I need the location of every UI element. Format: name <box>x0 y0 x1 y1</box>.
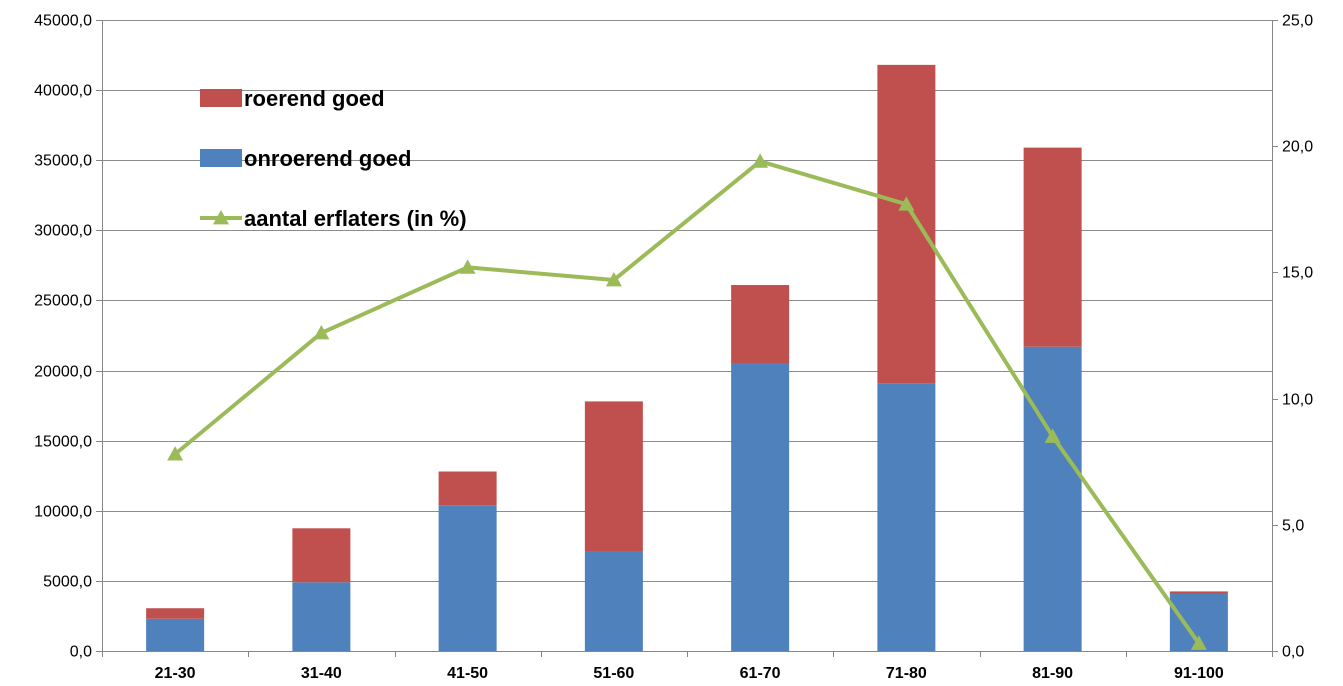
bar-onroerend-goed <box>1023 346 1082 651</box>
left-tick-label: 25000,0 <box>34 293 92 310</box>
legend-label-roerend-goed: roerend goed <box>244 86 385 111</box>
bar-roerend-goed <box>877 64 936 384</box>
line-marker <box>167 446 184 461</box>
bars <box>146 64 1228 651</box>
line-marker <box>459 259 476 274</box>
legend-marker-aantal-erflaters-in- <box>213 210 229 225</box>
bar-onroerend-goed <box>438 505 497 651</box>
bar-roerend-goed <box>584 401 643 552</box>
right-tick-label: 5,0 <box>1282 518 1304 535</box>
line-series-path <box>173 159 1201 645</box>
line-marker <box>898 196 915 211</box>
right-tick-label: 25,0 <box>1282 13 1313 30</box>
legend: roerend goed onroerend goed aantal erflate… <box>200 86 467 231</box>
left-tick-label: 20000,0 <box>34 364 92 381</box>
gridlines <box>102 20 1272 582</box>
bar-onroerend-goed <box>584 551 643 651</box>
category-label: 21-30 <box>155 665 196 682</box>
bar-roerend-goed <box>1169 591 1228 594</box>
axes <box>96 20 1278 657</box>
right-tick-label: 15,0 <box>1282 265 1313 282</box>
line-series <box>167 153 1207 650</box>
category-label: 41-50 <box>447 665 488 682</box>
legend-label-aantal-erflaters-in-: aantal erflaters (in %) <box>244 206 467 231</box>
left-tick-label: 10000,0 <box>34 504 92 521</box>
line-marker <box>313 324 330 340</box>
category-label: 61-70 <box>740 665 781 682</box>
left-tick-label: 35000,0 <box>34 153 92 170</box>
bar-onroerend-goed <box>146 618 205 651</box>
category-labels: 21-30 31-40 41-50 51-60 61-70 71-80 81-90 91-10… <box>155 665 1224 682</box>
legend-label-onroerend-goed: onroerend goed <box>244 146 411 171</box>
category-label: 31-40 <box>301 665 342 682</box>
category-label: 71-80 <box>886 665 927 682</box>
right-tick-label: 0,0 <box>1282 644 1304 661</box>
line-marker <box>1190 635 1207 650</box>
bar-onroerend-goed <box>292 582 351 651</box>
left-tick-label: 15000,0 <box>34 434 92 451</box>
line-marker <box>752 153 769 168</box>
left-tick-label: 0,0 <box>70 644 92 661</box>
left-tick-label: 40000,0 <box>34 83 92 100</box>
category-label: 91-100 <box>1174 665 1224 682</box>
bar-roerend-goed <box>438 471 497 506</box>
right-axis-ticks: 0,0 5,0 10,0 15,0 20,0 25,0 <box>1282 13 1313 661</box>
line-marker <box>1044 428 1061 443</box>
bar-roerend-goed <box>731 285 790 364</box>
bar-roerend-goed <box>292 528 351 583</box>
bar-onroerend-goed <box>731 363 790 651</box>
legend-swatch-onroerend-goed <box>200 149 242 167</box>
category-label: 51-60 <box>593 665 634 682</box>
bar-roerend-goed <box>1023 147 1082 347</box>
bar-onroerend-goed <box>877 383 936 651</box>
left-tick-label: 30000,0 <box>34 223 92 240</box>
category-label: 81-90 <box>1032 665 1073 682</box>
right-tick-label: 20,0 <box>1282 139 1313 156</box>
right-tick-label: 10,0 <box>1282 392 1313 409</box>
left-axis-ticks: 0,0 5000,0 10000,0 15000,0 20000,0 25000,0 300… <box>34 13 92 661</box>
bar-roerend-goed <box>146 608 205 619</box>
legend-swatch-roerend-goed <box>200 89 242 107</box>
line-marker <box>605 271 622 287</box>
left-tick-label: 5000,0 <box>43 574 92 591</box>
left-tick-label: 45000,0 <box>34 13 92 30</box>
